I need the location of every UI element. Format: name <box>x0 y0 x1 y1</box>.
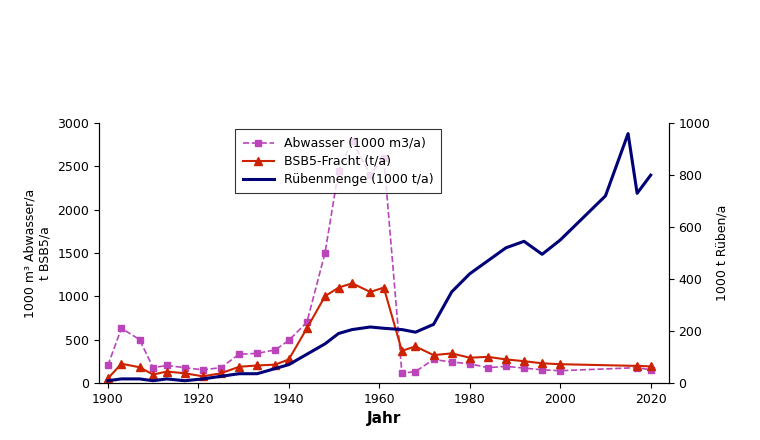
Abwasser (1000 m3/a) <box>397 370 407 376</box>
Abwasser (1000 m3/a) <box>198 367 207 372</box>
BSB5-Fracht (t/a) <box>465 355 474 360</box>
BSB5-Fracht (t/a) <box>103 376 112 381</box>
BSB5-Fracht (t/a) <box>235 364 244 370</box>
X-axis label: Jahr: Jahr <box>366 411 401 426</box>
BSB5-Fracht (t/a) <box>334 285 343 290</box>
Abwasser (1000 m3/a) <box>252 351 261 356</box>
Abwasser (1000 m3/a) <box>465 361 474 367</box>
BSB5-Fracht (t/a) <box>117 361 126 367</box>
Rübenmenge (1000 t/a) <box>235 371 244 376</box>
Abwasser (1000 m3/a) <box>302 319 312 325</box>
Rübenmenge (1000 t/a) <box>321 341 330 347</box>
Abwasser (1000 m3/a) <box>366 172 375 178</box>
Abwasser (1000 m3/a) <box>235 352 244 357</box>
Abwasser (1000 m3/a) <box>483 365 492 370</box>
Legend: Abwasser (1000 m3/a), BSB5-Fracht (t/a), Rübenmenge (1000 t/a): Abwasser (1000 m3/a), BSB5-Fracht (t/a),… <box>236 129 441 194</box>
BSB5-Fracht (t/a) <box>198 374 207 379</box>
BSB5-Fracht (t/a) <box>366 290 375 295</box>
Rübenmenge (1000 t/a) <box>379 326 388 331</box>
Abwasser (1000 m3/a) <box>447 359 456 365</box>
BSB5-Fracht (t/a) <box>302 326 312 331</box>
Abwasser (1000 m3/a) <box>103 363 112 368</box>
Rübenmenge (1000 t/a) <box>429 322 438 327</box>
Abwasser (1000 m3/a) <box>148 365 157 370</box>
Abwasser (1000 m3/a) <box>646 367 655 372</box>
Rübenmenge (1000 t/a) <box>623 131 632 136</box>
Abwasser (1000 m3/a) <box>429 357 438 362</box>
Rübenmenge (1000 t/a) <box>556 237 565 242</box>
BSB5-Fracht (t/a) <box>483 354 492 359</box>
Rübenmenge (1000 t/a) <box>632 191 641 196</box>
Rübenmenge (1000 t/a) <box>198 376 207 381</box>
Rübenmenge (1000 t/a) <box>302 352 312 357</box>
BSB5-Fracht (t/a) <box>321 293 330 299</box>
Rübenmenge (1000 t/a) <box>148 378 157 383</box>
Rübenmenge (1000 t/a) <box>366 324 375 330</box>
BSB5-Fracht (t/a) <box>271 362 280 367</box>
Rübenmenge (1000 t/a) <box>162 376 171 381</box>
Rübenmenge (1000 t/a) <box>271 366 280 371</box>
Abwasser (1000 m3/a) <box>321 250 330 256</box>
Abwasser (1000 m3/a) <box>537 367 546 372</box>
BSB5-Fracht (t/a) <box>217 370 226 376</box>
Abwasser (1000 m3/a) <box>135 337 144 342</box>
BSB5-Fracht (t/a) <box>520 359 529 364</box>
Rübenmenge (1000 t/a) <box>447 290 456 295</box>
Abwasser (1000 m3/a) <box>411 369 420 374</box>
Line: Abwasser (1000 m3/a): Abwasser (1000 m3/a) <box>104 137 654 377</box>
BSB5-Fracht (t/a) <box>411 344 420 349</box>
Rübenmenge (1000 t/a) <box>180 378 189 383</box>
Abwasser (1000 m3/a) <box>117 326 126 331</box>
BSB5-Fracht (t/a) <box>135 365 144 370</box>
Abwasser (1000 m3/a) <box>217 365 226 370</box>
BSB5-Fracht (t/a) <box>252 363 261 368</box>
Rübenmenge (1000 t/a) <box>537 252 546 257</box>
Abwasser (1000 m3/a) <box>347 138 356 143</box>
BSB5-Fracht (t/a) <box>162 369 171 374</box>
Rübenmenge (1000 t/a) <box>117 376 126 381</box>
BSB5-Fracht (t/a) <box>502 357 511 362</box>
Y-axis label: 1000 m³ Abwasser/a
t BSB5/a: 1000 m³ Abwasser/a t BSB5/a <box>24 188 52 318</box>
Rübenmenge (1000 t/a) <box>103 378 112 383</box>
Line: BSB5-Fracht (t/a): BSB5-Fracht (t/a) <box>103 279 655 383</box>
BSB5-Fracht (t/a) <box>397 348 407 353</box>
Abwasser (1000 m3/a) <box>520 366 529 371</box>
Rübenmenge (1000 t/a) <box>284 362 293 367</box>
Abwasser (1000 m3/a) <box>284 338 293 343</box>
Rübenmenge (1000 t/a) <box>347 327 356 332</box>
Rübenmenge (1000 t/a) <box>252 371 261 376</box>
Rübenmenge (1000 t/a) <box>520 238 529 244</box>
Abwasser (1000 m3/a) <box>379 155 388 161</box>
Y-axis label: 1000 t Rüben/a: 1000 t Rüben/a <box>716 205 729 301</box>
BSB5-Fracht (t/a) <box>284 357 293 362</box>
BSB5-Fracht (t/a) <box>379 285 388 290</box>
Abwasser (1000 m3/a) <box>502 364 511 369</box>
Rübenmenge (1000 t/a) <box>502 245 511 250</box>
BSB5-Fracht (t/a) <box>646 364 655 369</box>
BSB5-Fracht (t/a) <box>537 361 546 366</box>
Abwasser (1000 m3/a) <box>271 347 280 352</box>
Rübenmenge (1000 t/a) <box>411 330 420 335</box>
BSB5-Fracht (t/a) <box>447 351 456 356</box>
Rübenmenge (1000 t/a) <box>465 271 474 276</box>
BSB5-Fracht (t/a) <box>180 370 189 376</box>
BSB5-Fracht (t/a) <box>148 372 157 377</box>
Rübenmenge (1000 t/a) <box>217 374 226 379</box>
BSB5-Fracht (t/a) <box>632 363 641 369</box>
Abwasser (1000 m3/a) <box>556 368 565 373</box>
Rübenmenge (1000 t/a) <box>135 376 144 381</box>
Abwasser (1000 m3/a) <box>334 168 343 173</box>
BSB5-Fracht (t/a) <box>429 352 438 358</box>
Abwasser (1000 m3/a) <box>162 363 171 368</box>
BSB5-Fracht (t/a) <box>347 281 356 286</box>
Abwasser (1000 m3/a) <box>632 365 641 370</box>
Rübenmenge (1000 t/a) <box>397 327 407 332</box>
Rübenmenge (1000 t/a) <box>334 331 343 336</box>
BSB5-Fracht (t/a) <box>556 362 565 367</box>
Abwasser (1000 m3/a) <box>180 365 189 370</box>
Rübenmenge (1000 t/a) <box>483 258 492 264</box>
Rübenmenge (1000 t/a) <box>601 193 610 198</box>
Rübenmenge (1000 t/a) <box>646 172 655 178</box>
Line: Rübenmenge (1000 t/a): Rübenmenge (1000 t/a) <box>108 134 651 381</box>
